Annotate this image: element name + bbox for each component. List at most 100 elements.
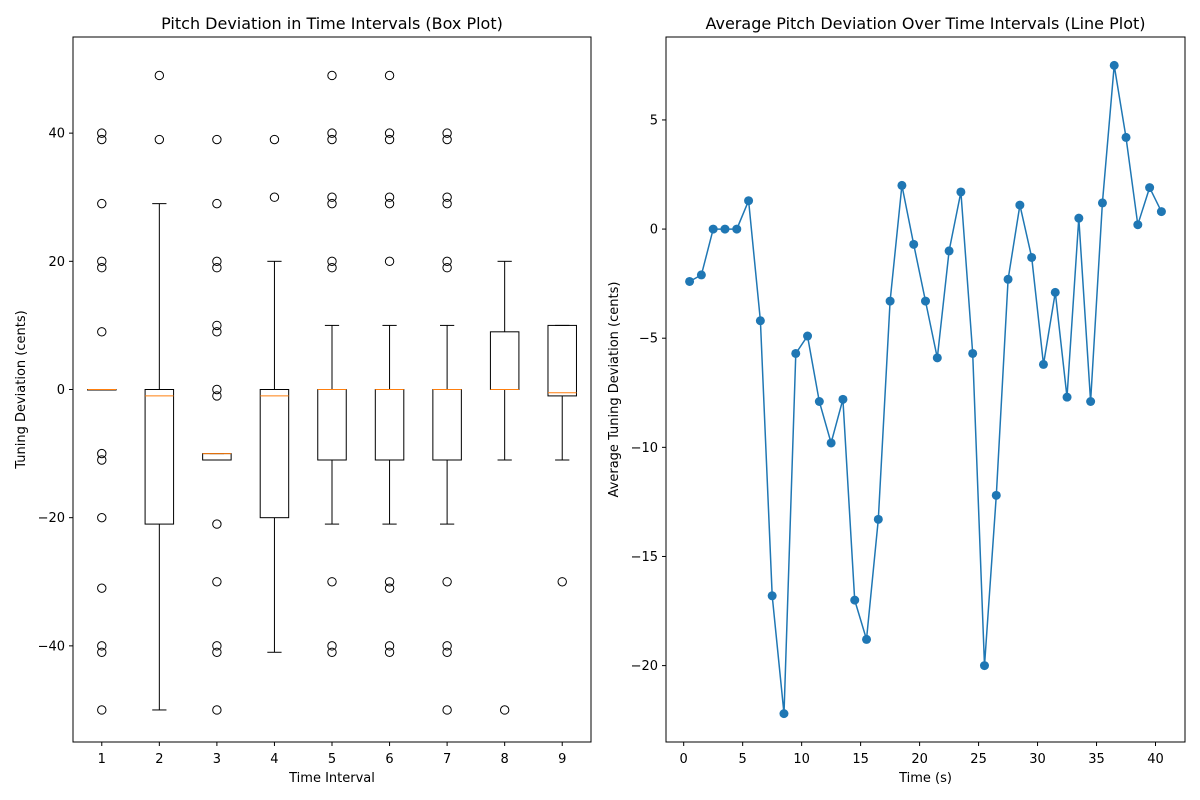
box-plot-x-tick-label: 6 — [385, 752, 393, 767]
box-outlier-point — [269, 134, 280, 145]
line-plot-title: Average Pitch Deviation Over Time Interv… — [705, 14, 1145, 33]
box-outlier-point — [212, 320, 222, 331]
box-outlier-point — [327, 70, 337, 81]
series-point — [850, 595, 860, 605]
box-outlier-point — [327, 256, 337, 267]
box-outlier-point — [327, 128, 337, 138]
box-outlier-point — [442, 128, 452, 138]
box-outlier-point — [499, 705, 510, 715]
box-outlier-point — [327, 647, 337, 657]
series-point — [1074, 213, 1084, 223]
box-outlier-point — [97, 256, 107, 267]
series-point — [1038, 359, 1048, 369]
box-outlier-point — [212, 519, 222, 529]
series-point — [932, 353, 942, 363]
series-point — [1062, 392, 1072, 402]
line-plot-x-tick-label: 40 — [1147, 752, 1164, 767]
line-plot-x-tick-label: 0 — [680, 752, 688, 767]
series-point — [1027, 252, 1037, 262]
line-plot-x-tick-label: 20 — [911, 752, 928, 767]
series-point — [1097, 198, 1107, 208]
series-point — [1109, 60, 1119, 70]
line-plot-content: 0 5 10 15 20 25 30 35 40 −20 −15 −10 −5 0 5 — [631, 60, 1166, 767]
line-plot-y-tick-label: −20 — [631, 659, 658, 674]
box-outlier-point — [442, 577, 452, 587]
box-outlier-point — [97, 455, 107, 465]
box-outlier-point — [557, 577, 567, 587]
series-line — [689, 65, 1163, 714]
box-outlier-point — [327, 198, 337, 209]
box-plot-x-tick-label: 7 — [443, 752, 451, 767]
series-point — [1003, 274, 1013, 284]
series-point — [885, 296, 895, 306]
box-outlier-point — [212, 647, 222, 657]
box-outlier-point — [327, 134, 337, 145]
series-point — [732, 224, 742, 234]
line-plot-y-tick-label: 0 — [650, 223, 658, 238]
box-outlier-point — [442, 263, 452, 273]
box-outlier-point — [212, 263, 222, 273]
box-outlier-point — [327, 641, 337, 651]
box-plot-y-tick-label: 40 — [48, 127, 65, 142]
series-point — [779, 709, 789, 719]
box-plot-y-tick-label: 20 — [48, 255, 65, 270]
box-outlier-point — [384, 641, 395, 651]
box-outlier-point — [384, 192, 395, 202]
box-outlier-point — [97, 647, 107, 657]
box-plot-title: Pitch Deviation in Time Intervals (Box P… — [161, 14, 503, 33]
box-outlier-point — [97, 705, 107, 715]
series-point — [873, 514, 883, 524]
line-plot-y-tick-label: −10 — [631, 441, 658, 456]
series-point — [791, 348, 801, 358]
box-outlier-point — [384, 128, 395, 138]
box-outlier-point — [384, 70, 395, 81]
box-iqr — [547, 324, 577, 397]
line-plot-y-axis-label: Average Tuning Deviation (cents) — [607, 282, 622, 498]
box-outlier-point — [442, 134, 452, 145]
box-iqr — [202, 453, 232, 461]
box-outlier-point — [212, 256, 222, 267]
box-outlier-point — [327, 577, 337, 587]
box-plot-x-tick-label: 9 — [558, 752, 566, 767]
series-point — [803, 331, 813, 341]
box-outlier-point — [212, 641, 222, 651]
line-plot-x-tick-label: 10 — [793, 752, 810, 767]
box-plot-x-tick-label: 4 — [270, 752, 278, 767]
series-point — [862, 634, 872, 644]
line-plot-y-tick-label: 5 — [650, 113, 658, 128]
series-point — [1121, 132, 1131, 142]
box-outlier-point — [97, 583, 107, 593]
box-outlier-point — [212, 391, 222, 401]
box-outlier-point — [212, 198, 222, 209]
series-point — [897, 180, 907, 190]
series-point — [838, 394, 848, 404]
line-plot-x-tick-label: 25 — [970, 752, 987, 767]
line-plot-x-tick-label: 30 — [1029, 752, 1046, 767]
line-plot-y-tick-label: −15 — [631, 550, 658, 565]
box-iqr — [317, 389, 347, 461]
box-plot-x-tick-label: 5 — [328, 752, 336, 767]
box-iqr — [259, 389, 290, 519]
box-outlier-point — [212, 384, 222, 395]
series-point — [1050, 287, 1060, 297]
box-outlier-point — [154, 134, 165, 145]
series-point — [979, 661, 989, 671]
box-outlier-point — [97, 198, 107, 209]
series-point — [744, 196, 754, 206]
series-point — [685, 276, 695, 286]
box-outlier-point — [384, 256, 395, 267]
box-outlier-point — [442, 705, 452, 715]
line-plot-panel: 0 5 10 15 20 25 30 35 40 −20 −15 −10 −5 0 5 Average Pi… — [607, 14, 1186, 786]
box-outlier-point — [442, 256, 452, 267]
box-outlier-point — [442, 192, 452, 202]
box-outlier-point — [212, 577, 222, 587]
series-point — [1086, 397, 1096, 407]
box-outlier-point — [384, 583, 395, 593]
box-plot-y-tick-label: 0 — [57, 383, 65, 398]
series-point — [708, 224, 718, 234]
box-outlier-point — [442, 647, 452, 657]
box-plot-y-tick-label: −40 — [38, 639, 65, 654]
series-point — [968, 348, 978, 358]
box-outlier-point — [97, 128, 107, 138]
